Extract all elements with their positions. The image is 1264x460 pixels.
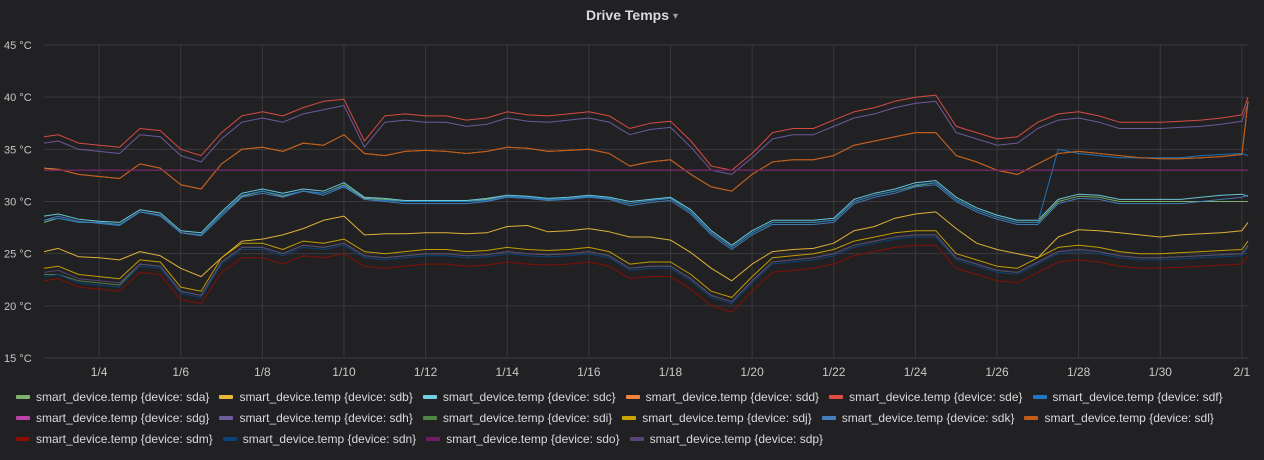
legend-item[interactable]: smart_device.temp {device: sdl}: [1024, 410, 1214, 425]
legend-item[interactable]: smart_device.temp {device: sdi}: [422, 410, 613, 425]
legend-swatch: [1032, 394, 1047, 399]
legend-row: smart_device.temp {device: sda} smart_dev…: [16, 386, 1256, 407]
series-line-smart-device-temp-device-sdm-: [43, 244, 1249, 313]
legend-label: smart_device.temp {device: sdl}: [1044, 410, 1214, 425]
x-tick-label: 1/20: [740, 365, 764, 379]
x-tick-label: 1/30: [1149, 365, 1173, 379]
legend-swatch: [16, 415, 30, 420]
x-tick-label: 2/1: [1234, 365, 1251, 379]
legend-label: smart_device.temp {device: sdd}: [645, 389, 820, 404]
y-tick-label: 45 °C: [4, 40, 32, 52]
legend-swatch: [219, 415, 234, 420]
legend-label: smart_device.temp {device: sdg}: [36, 410, 210, 425]
legend-item[interactable]: smart_device.temp {device: sdg}: [16, 411, 209, 425]
legend-item[interactable]: smart_device.temp {device: sda}: [16, 390, 209, 404]
legend-label: smart_device.temp {device: sdk}: [841, 410, 1015, 425]
legend-item[interactable]: smart_device.temp {device: sdn}: [222, 431, 417, 446]
legend-swatch: [422, 394, 437, 399]
legend-swatch: [426, 436, 441, 441]
legend-swatch: [625, 394, 640, 399]
x-tick-label: 1/16: [577, 365, 601, 379]
legend-label: smart_device.temp {device: sde}: [849, 389, 1023, 404]
series-line-smart-device-temp-device-sdn-: [43, 236, 1249, 305]
legend-label: smart_device.temp {device: sdb}: [239, 389, 413, 404]
y-tick-label: 20 °C: [4, 301, 32, 313]
legend-swatch: [829, 394, 844, 399]
series-line-smart-device-temp-device-sdk-: [43, 184, 1249, 250]
series-line-smart-device-temp-device-sdd-: [43, 101, 1249, 192]
legend-item[interactable]: smart_device.temp {device: sdj}: [622, 410, 812, 425]
legend-swatch: [16, 394, 30, 399]
x-tick-label: 1/22: [822, 365, 846, 379]
series-line-smart-device-temp-device-sdl-: [43, 101, 1249, 192]
x-tick-label: 1/18: [659, 365, 683, 379]
series-line-smart-device-temp-device-sde-: [43, 94, 1249, 171]
y-tick-label: 15 °C: [4, 353, 32, 365]
legend-item[interactable]: smart_device.temp {device: sdf}: [1032, 389, 1223, 404]
x-tick-label: 1/24: [904, 365, 928, 379]
x-tick-label: 1/4: [91, 365, 108, 379]
y-tick-label: 35 °C: [4, 144, 32, 156]
legend-label: smart_device.temp {device: sdm}: [36, 431, 213, 446]
x-tick-label: 1/26: [985, 365, 1009, 379]
legend-swatch: [821, 415, 836, 420]
x-tick-label: 1/14: [496, 365, 520, 379]
x-tick-label: 1/10: [332, 365, 356, 379]
x-tick-label: 1/12: [414, 365, 438, 379]
legend-swatch: [219, 394, 234, 399]
legend-item[interactable]: smart_device.temp {device: sdh}: [219, 410, 413, 425]
legend-label: smart_device.temp {device: sdj}: [642, 410, 812, 425]
y-tick-label: 40 °C: [4, 92, 32, 104]
x-tick-label: 1/8: [254, 365, 271, 379]
y-tick-label: 30 °C: [4, 197, 32, 209]
panel-header[interactable]: Drive Temps ▾: [0, 6, 1264, 26]
legend-swatch: [422, 415, 437, 420]
legend-swatch: [1024, 415, 1039, 420]
legend-swatch: [16, 436, 30, 441]
series-line-smart-device-temp-device-sdb-: [43, 211, 1249, 282]
series-line-smart-device-temp-device-sda-: [43, 182, 1248, 248]
panel-title[interactable]: Drive Temps: [585, 7, 669, 23]
series-line-smart-device-temp-device-sdj-: [43, 230, 1249, 298]
series-line-smart-device-temp-device-sdf-: [43, 148, 1249, 248]
legend-swatch: [222, 436, 237, 441]
legend-label: smart_device.temp {device: sdn}: [242, 431, 417, 446]
chart-legend: smart_device.temp {device: sda} smart_dev…: [16, 386, 1256, 449]
legend-item[interactable]: smart_device.temp {device: sdm}: [16, 432, 213, 446]
line-chart: 15 °C 20 °C 25 °C 30 °C 35 °C 40 °C 45 °C 1/4 1/…: [4, 40, 1251, 379]
x-tick-label: 1/6: [172, 365, 189, 379]
legend-swatch: [622, 415, 637, 420]
legend-label: smart_device.temp {device: sdo}: [446, 431, 620, 446]
legend-item[interactable]: smart_device.temp {device: sdb}: [219, 389, 413, 404]
legend-swatch: [629, 436, 644, 441]
legend-row: smart_device.temp {device: sdg} smart_dev…: [16, 407, 1256, 428]
series-line-smart-device-temp-device-sdp-: [43, 234, 1249, 303]
legend-label: smart_device.temp {device: sdc}: [442, 389, 616, 404]
legend-label: smart_device.temp {device: sda}: [36, 389, 210, 404]
legend-label: smart_device.temp {device: sdh}: [239, 410, 413, 425]
legend-item[interactable]: smart_device.temp {device: sdd}: [625, 389, 820, 404]
legend-label: smart_device.temp {device: sdf}: [1052, 389, 1223, 404]
legend-label: smart_device.temp {device: sdp}: [649, 431, 824, 446]
x-tick-label: 1/28: [1067, 365, 1091, 379]
legend-item[interactable]: smart_device.temp {device: sde}: [829, 389, 1023, 404]
legend-item[interactable]: smart_device.temp {device: sdc}: [422, 389, 616, 404]
y-tick-label: 25 °C: [4, 249, 32, 261]
legend-label: smart_device.temp {device: sdi}: [442, 410, 613, 425]
legend-item[interactable]: smart_device.temp {device: sdk}: [821, 410, 1015, 425]
series-line-smart-device-temp-device-sdc-: [43, 180, 1249, 246]
legend-row: smart_device.temp {device: sdm} smart_dev…: [16, 428, 1256, 449]
legend-item[interactable]: smart_device.temp {device: sdp}: [629, 431, 824, 446]
chevron-down-icon[interactable]: ▾: [672, 11, 679, 22]
series-line-smart-device-temp-device-sdh-: [43, 100, 1249, 175]
legend-item[interactable]: smart_device.temp {device: sdo}: [426, 431, 620, 446]
